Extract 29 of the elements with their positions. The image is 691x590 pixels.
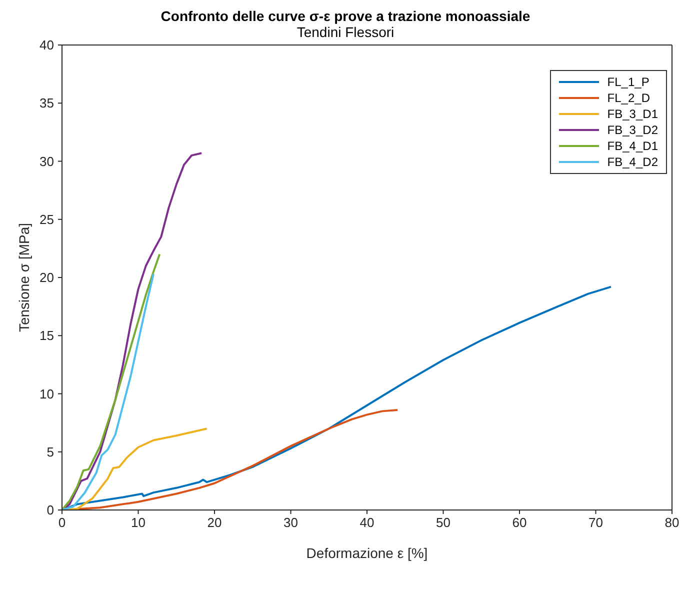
x-tick-label: 50 <box>436 515 450 530</box>
y-tick-label: 0 <box>46 502 54 518</box>
x-tick-label: 20 <box>207 515 222 530</box>
x-tick-label: 40 <box>360 515 374 530</box>
legend-label: FL_1_P <box>607 75 650 89</box>
y-tick-label: 35 <box>40 96 54 111</box>
x-tick-label: 80 <box>664 515 680 530</box>
y-tick-label: 30 <box>40 154 54 169</box>
legend-label: FL_2_D <box>607 91 650 105</box>
legend-label: FB_3_D1 <box>607 107 658 121</box>
y-tick-label: 15 <box>40 328 54 344</box>
x-tick-label: 60 <box>512 515 527 530</box>
x-axis-title: Deformazione ε [%] <box>306 544 428 561</box>
y-tick-label: 20 <box>40 270 54 286</box>
y-axis-title: Tensione σ [MPa] <box>16 222 32 332</box>
x-tick-label: 70 <box>588 515 603 530</box>
y-tick-label: 10 <box>40 386 54 402</box>
chart-title: Confronto delle curve σ-ε prove a trazione monoassiale <box>160 8 532 24</box>
x-tick-label: 0 <box>58 515 66 530</box>
x-tick-label: 10 <box>131 515 146 530</box>
chart-subtitle: Tendini Flessori <box>296 24 394 40</box>
y-tick-label: 25 <box>40 212 54 227</box>
y-tick-label: 5 <box>46 444 54 460</box>
legend-label: FB_4_D1 <box>607 139 658 153</box>
legend-label: FB_3_D2 <box>607 123 658 137</box>
line-series <box>62 152 203 510</box>
x-tick-label: 30 <box>284 515 298 530</box>
y-tick-label: 40 <box>40 38 54 53</box>
legend-label: FB_4_D2 <box>607 155 658 169</box>
